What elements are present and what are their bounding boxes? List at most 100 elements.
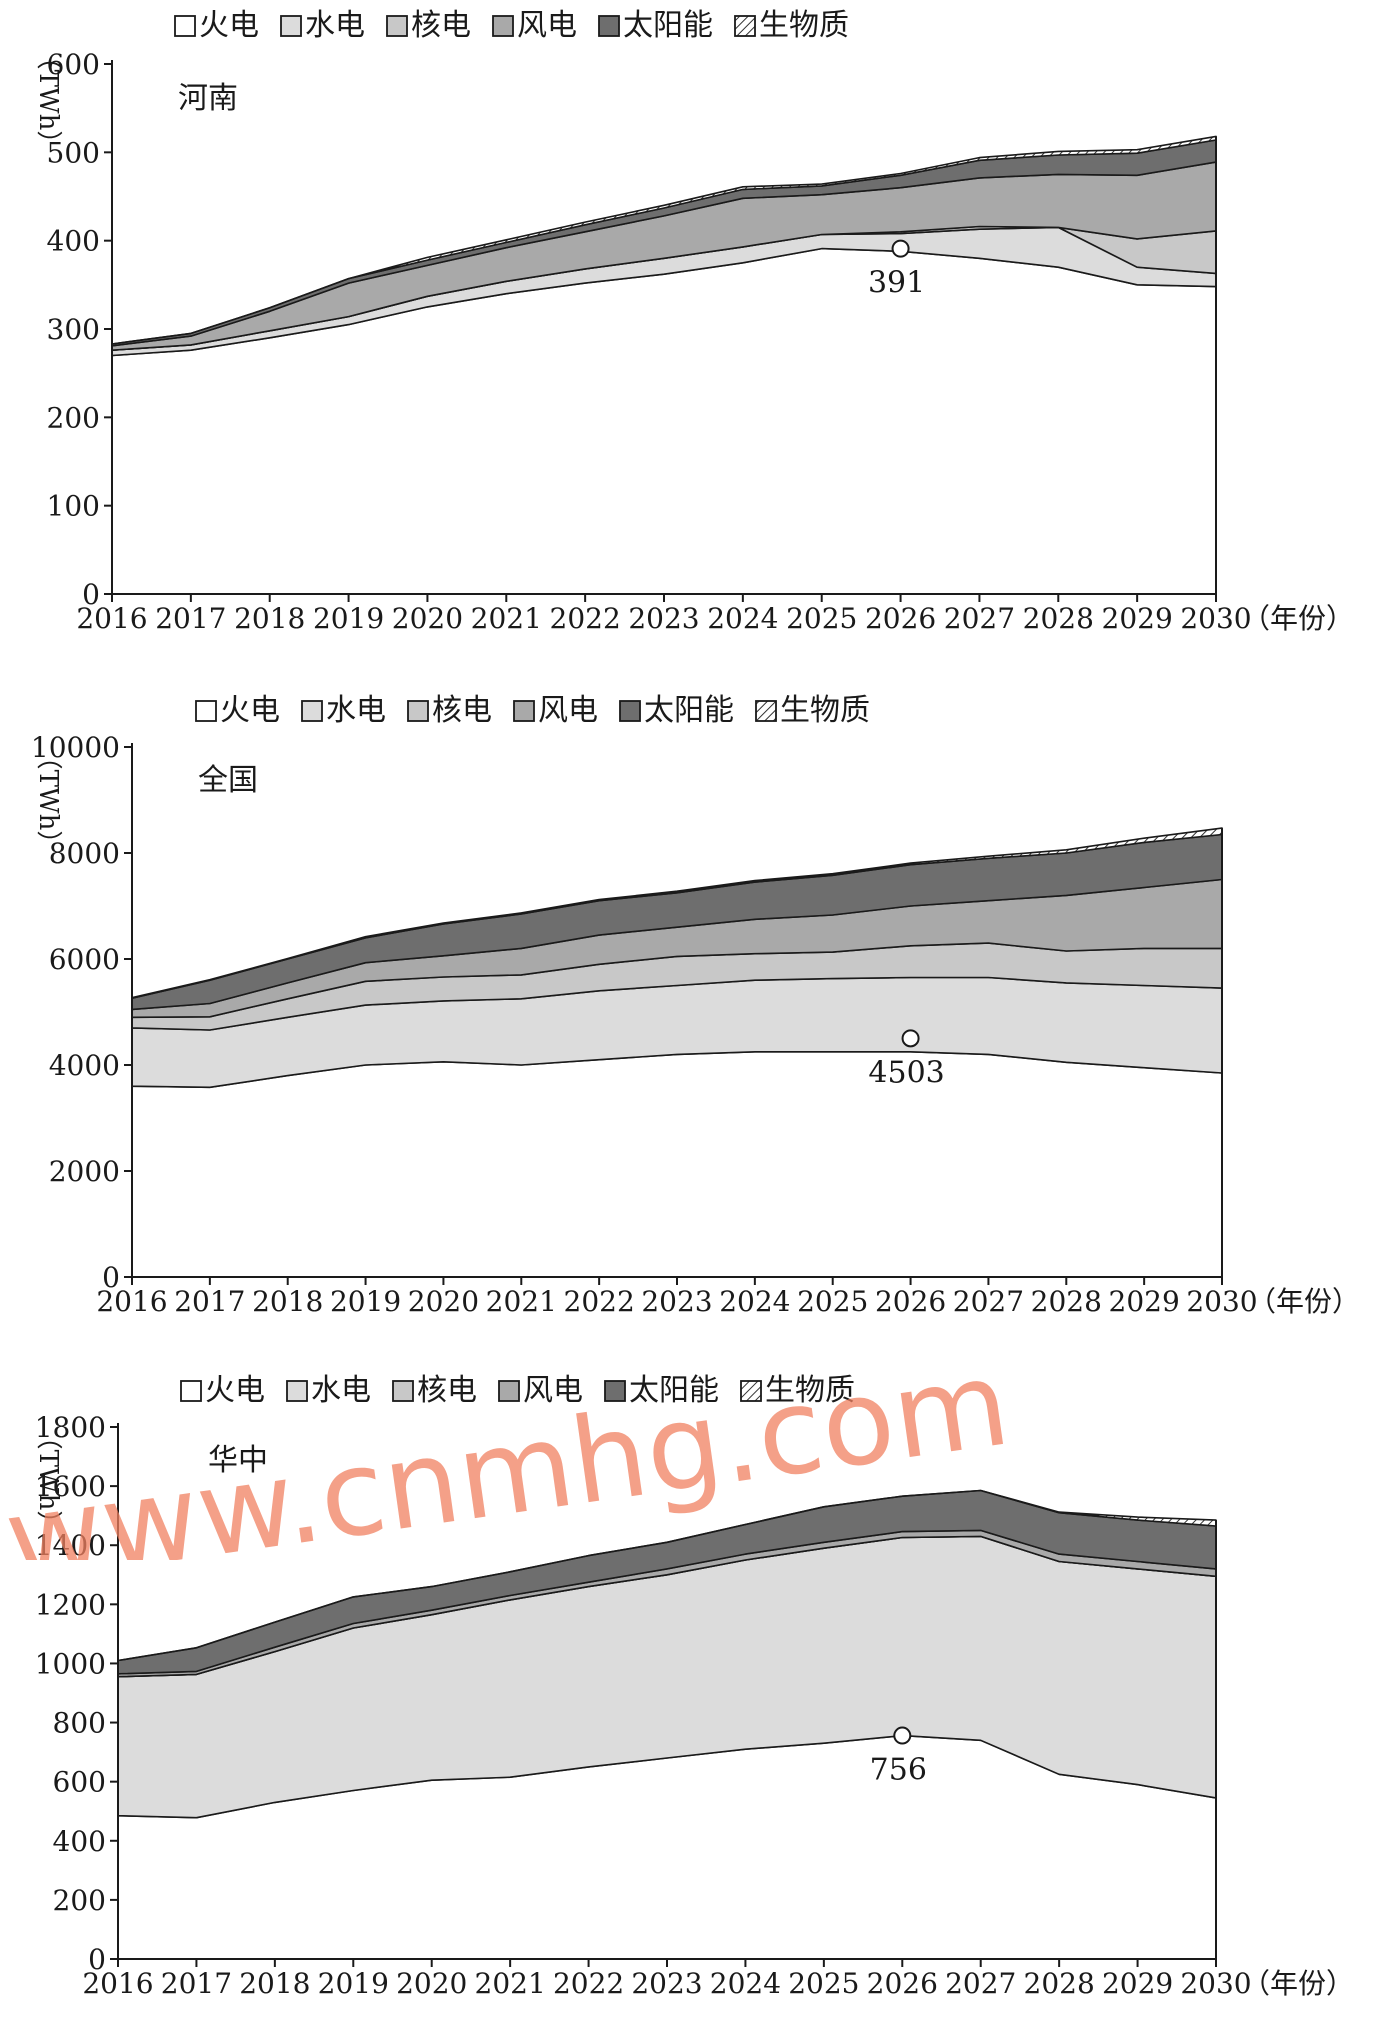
legend-label: 核电 [411, 8, 471, 43]
x-tick-label: 2023 [641, 1285, 712, 1318]
area-series-1 [131, 1051, 1223, 1278]
legend-label: 水电 [305, 8, 365, 43]
x-tick-label: 2021 [475, 1967, 546, 2000]
legend-swatch [174, 15, 196, 37]
legend-swatch [604, 1380, 626, 1402]
legend-label: 太阳能 [623, 8, 713, 43]
x-tick-label: 2029 [1102, 602, 1173, 635]
x-tick-label: 2021 [486, 1285, 557, 1318]
x-axis-unit: （年份） [1242, 602, 1354, 635]
x-axis-unit: （年份） [1242, 1967, 1354, 2000]
x-tick-label: 2024 [710, 1967, 781, 2000]
y-tick-label: 200 [53, 1884, 106, 1917]
x-tick-label: 2024 [719, 1285, 790, 1318]
legend: 火电 水电 核电 风电 太阳能 生物质 [180, 1373, 855, 1408]
legend-swatch [498, 1380, 520, 1402]
x-tick-label: 2020 [408, 1285, 479, 1318]
legend-swatch [180, 1380, 202, 1402]
y-tick-label: 1800 [35, 1411, 106, 1444]
x-tick-label: 2019 [313, 602, 384, 635]
y-axis-label: （TWh） [33, 44, 63, 157]
y-tick-label: 300 [47, 313, 100, 346]
legend-swatch [734, 15, 756, 37]
x-tick-label: 2016 [76, 602, 147, 635]
legend-label: 生物质 [780, 693, 870, 728]
annotation-label: 4503 [868, 1055, 944, 1090]
x-tick-label: 2022 [550, 602, 621, 635]
legend-label: 生物质 [759, 8, 849, 43]
x-tick-label: 2028 [1031, 1285, 1102, 1318]
x-tick-label: 2024 [707, 602, 778, 635]
legend-swatch [598, 15, 620, 37]
area-series-1 [111, 247, 1217, 595]
legend-swatch [386, 15, 408, 37]
x-tick-label: 2017 [155, 602, 226, 635]
legend-swatch [301, 700, 323, 722]
legend-swatch [407, 700, 429, 722]
x-tick-label: 2026 [875, 1285, 946, 1318]
x-tick-label: 2026 [865, 602, 936, 635]
x-tick-label: 2022 [553, 1967, 624, 2000]
legend-swatch [195, 700, 217, 722]
y-tick-label: 0 [82, 578, 100, 611]
x-tick-label: 2016 [96, 1285, 167, 1318]
x-tick-label: 2023 [628, 602, 699, 635]
legend-swatch [619, 700, 641, 722]
legend-swatch [392, 1380, 414, 1402]
x-tick-label: 2030 [1180, 602, 1251, 635]
legend-swatch [755, 700, 777, 722]
x-tick-label: 2019 [330, 1285, 401, 1318]
legend-label: 风电 [517, 8, 577, 43]
legend-swatch [513, 700, 535, 722]
x-tick-label: 2030 [1186, 1285, 1257, 1318]
x-tick-label: 2026 [867, 1967, 938, 2000]
legend: 火电 水电 核电 风电 太阳能 生物质 [195, 693, 870, 728]
y-tick-label: 10000 [31, 731, 120, 764]
y-tick-label: 1600 [35, 1470, 106, 1503]
legend-label: 核电 [417, 1373, 477, 1408]
y-tick-label: 0 [102, 1261, 120, 1294]
y-tick-label: 1200 [35, 1588, 106, 1621]
legend-swatch [286, 1380, 308, 1402]
y-tick-label: 600 [47, 48, 100, 81]
y-tick-label: 2000 [49, 1155, 120, 1188]
legend: 火电 水电 核电 风电 太阳能 生物质 [174, 8, 849, 43]
legend-swatch [280, 15, 302, 37]
y-tick-label: 400 [47, 225, 100, 258]
y-tick-label: 100 [47, 490, 100, 523]
y-tick-label: 6000 [49, 943, 120, 976]
x-tick-label: 2025 [788, 1967, 859, 2000]
annotation-label: 756 [870, 1753, 927, 1788]
legend-label: 太阳能 [629, 1373, 719, 1408]
y-tick-label: 8000 [49, 837, 120, 870]
x-tick-label: 2030 [1180, 1967, 1251, 2000]
y-tick-label: 1400 [35, 1529, 106, 1562]
x-tick-label: 2027 [945, 1967, 1016, 2000]
region-label: 河南 [178, 81, 238, 116]
x-tick-label: 2028 [1024, 1967, 1095, 2000]
x-tick-label: 2025 [786, 602, 857, 635]
y-tick-label: 1000 [35, 1647, 106, 1680]
y-tick-label: 400 [53, 1825, 106, 1858]
x-tick-label: 2019 [318, 1967, 389, 2000]
x-tick-label: 2021 [471, 602, 542, 635]
x-tick-label: 2018 [234, 602, 305, 635]
y-tick-label: 0 [88, 1943, 106, 1976]
x-tick-label: 2027 [944, 602, 1015, 635]
x-tick-label: 2018 [252, 1285, 323, 1318]
legend-label: 火电 [199, 8, 259, 43]
legend-label: 核电 [432, 693, 492, 728]
legend-label: 风电 [523, 1373, 583, 1408]
x-tick-label: 2018 [239, 1967, 310, 2000]
x-tick-label: 2017 [161, 1967, 232, 2000]
y-axis-label: （TWh） [33, 744, 63, 857]
legend-label: 水电 [311, 1373, 371, 1408]
annotation-label: 391 [868, 266, 925, 301]
legend-label: 生物质 [765, 1373, 855, 1408]
region-label: 全国 [198, 763, 258, 798]
y-tick-label: 200 [47, 401, 100, 434]
